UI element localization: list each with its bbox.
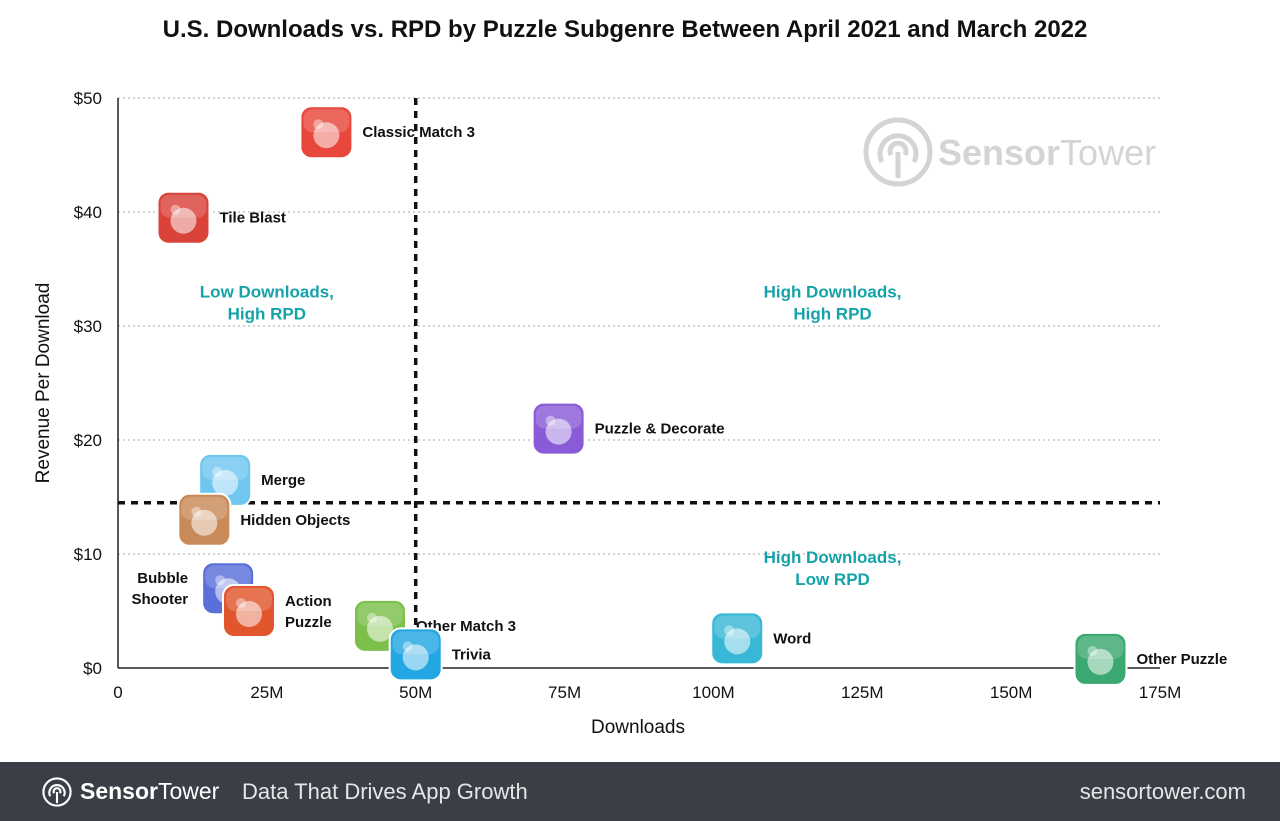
x-tick-label: 100M <box>692 683 735 702</box>
data-point: Classic Match 3 <box>299 105 475 160</box>
quadrant-label: High Downloads, High RPD <box>764 283 902 324</box>
footer-brand: SensorTower <box>80 778 219 805</box>
data-point: Puzzle & Decorate <box>531 401 725 456</box>
quadrant-label: Low Downloads, High RPD <box>200 283 334 324</box>
data-point: Trivia <box>388 627 492 682</box>
point-label: Trivia <box>452 646 492 663</box>
point-label: Hidden Objects <box>240 512 350 529</box>
brain-icon <box>388 627 443 682</box>
butler-icon <box>531 401 586 456</box>
point-label: Tile Blast <box>219 210 285 227</box>
leaf-icon <box>352 598 407 653</box>
y-tick-label: $40 <box>74 203 102 222</box>
x-tick-label: 150M <box>990 683 1033 702</box>
data-point: Word <box>710 611 811 666</box>
x-axis-title: Downloads <box>591 717 685 738</box>
x-tick-label: 50M <box>399 683 432 702</box>
bear-icon <box>156 190 211 245</box>
svg-text:SensorTower: SensorTower <box>938 132 1156 173</box>
data-point: Bubble Shooter <box>131 561 256 616</box>
data-point: Other Match 3 <box>352 598 516 653</box>
dots-icon <box>1073 631 1128 686</box>
point-label: Other Puzzle <box>1136 651 1227 668</box>
x-tick-label: 175M <box>1139 683 1182 702</box>
candy-icon <box>299 105 354 160</box>
y-axis-title: Revenue Per Download <box>33 283 54 484</box>
footer-tagline: Data That Drives App Growth <box>242 779 528 804</box>
y-tick-label: $0 <box>83 659 102 678</box>
data-point: Other Puzzle <box>1073 631 1227 686</box>
x-tick-label: 75M <box>548 683 581 702</box>
y-tick-label: $50 <box>74 89 102 108</box>
quadrant-label: High Downloads, Low RPD <box>764 548 902 589</box>
footer-brand-a: Sensor <box>80 778 158 804</box>
point-label: Word <box>773 630 811 647</box>
sensortower-watermark: SensorTower <box>863 117 1156 187</box>
data-point: Hidden Objects <box>177 492 350 547</box>
data-point: Action Puzzle <box>221 584 332 638</box>
bird-icon <box>221 584 276 638</box>
y-tick-label: $10 <box>74 545 102 564</box>
footer-bar: SensorTower Data That Drives App Growth … <box>0 762 1280 821</box>
scatter-chart: SensorTower $0 $10 $20 $30 $40 $50 0 25M 50M 75M 1… <box>33 89 1227 738</box>
point-label: Bubble Shooter <box>131 570 188 608</box>
x-tick-label: 0 <box>113 683 122 702</box>
sensortower-logo-icon <box>863 117 933 187</box>
point-label: Other Match 3 <box>416 618 516 635</box>
footer-url[interactable]: sensortower.com <box>1079 779 1246 804</box>
x-tick-label: 25M <box>250 683 283 702</box>
y-tick-label: $30 <box>74 317 102 336</box>
footer-brand-b: Tower <box>157 778 220 804</box>
data-point: Tile Blast <box>156 190 286 245</box>
sensortower-footer-logo-icon <box>42 777 72 807</box>
chart-title: U.S. Downloads vs. RPD by Puzzle Subgenr… <box>162 16 1088 43</box>
point-label: Puzzle & Decorate <box>595 421 725 438</box>
point-label: Action Puzzle <box>285 593 332 631</box>
watermark-brand-a: Sensor <box>938 132 1060 173</box>
y-tick-label: $20 <box>74 431 102 450</box>
point-label: Merge <box>261 472 305 489</box>
detective-icon <box>177 492 232 547</box>
watermark-brand-b: Tower <box>1060 132 1156 173</box>
word-icon <box>710 611 765 666</box>
point-label: Classic Match 3 <box>362 124 475 141</box>
x-tick-label: 125M <box>841 683 884 702</box>
